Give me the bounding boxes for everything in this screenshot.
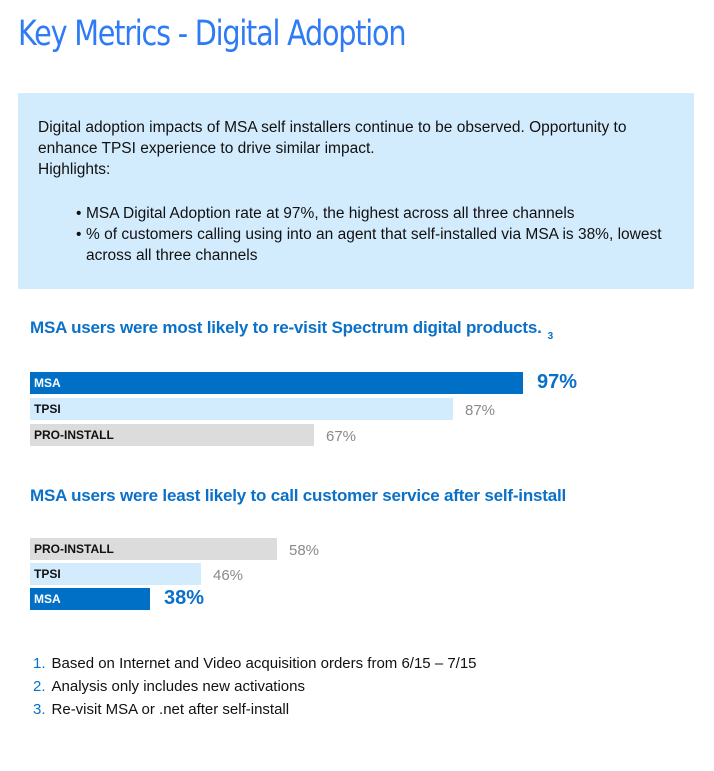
bar-label: PRO-INSTALL — [34, 542, 114, 556]
data-label-tpsi: 87% — [465, 402, 496, 419]
bar-msa: MSA — [30, 588, 150, 610]
bar-pro-install: PRO-INSTALL — [30, 424, 314, 446]
footnote-item: 2. Analysis only includes new activations — [33, 678, 305, 695]
highlights-list: • MSA Digital Adoption rate at 97%, the h… — [76, 203, 676, 266]
bar-label: PRO-INSTALL — [34, 428, 114, 442]
bar-label: MSA — [34, 592, 61, 606]
footnotes: 1. Based on Internet and Video acquisitio… — [33, 652, 477, 721]
data-label-msa: 38% — [164, 587, 205, 609]
page-title: Key Metrics - Digital Adoption — [18, 14, 407, 54]
data-label-pro-install: 67% — [326, 428, 357, 445]
bar-pro-install: PRO-INSTALL — [30, 538, 277, 560]
bar-label: MSA — [34, 376, 61, 390]
bar-label: TPSI — [34, 567, 61, 581]
chart-2-title: MSA users were least likely to call cust… — [30, 486, 567, 505]
highlight-item: • MSA Digital Adoption rate at 97%, the h… — [76, 205, 575, 222]
summary-intro: Digital adoption impacts of MSA self ins… — [38, 119, 627, 157]
footnote-ref: 3 — [547, 331, 554, 342]
data-label-msa: 97% — [537, 371, 578, 393]
chart-1-title: MSA users were most likely to re-visit S… — [30, 318, 553, 342]
bar-tpsi: TPSI — [30, 398, 453, 420]
data-label-pro-install: 58% — [289, 542, 320, 559]
bar-msa: MSA — [30, 372, 523, 394]
highlight-item: •% of customers calling using into an ag… — [76, 226, 662, 264]
bar-label: TPSI — [34, 402, 61, 416]
footnote-item: 1. Based on Internet and Video acquisitio… — [33, 655, 477, 672]
bullet-icon: • — [76, 205, 82, 222]
bullet-icon: • — [76, 226, 82, 243]
bar-tpsi: TPSI — [30, 563, 201, 585]
summary-box: Digital adoption impacts of MSA self ins… — [18, 93, 694, 289]
footnote-item: 3. Re-visit MSA or .net after self-instal… — [33, 701, 290, 718]
summary-text: Digital adoption impacts of MSA self ins… — [38, 117, 678, 180]
highlights-label: Highlights: — [38, 161, 111, 178]
data-label-tpsi: 46% — [213, 567, 244, 584]
